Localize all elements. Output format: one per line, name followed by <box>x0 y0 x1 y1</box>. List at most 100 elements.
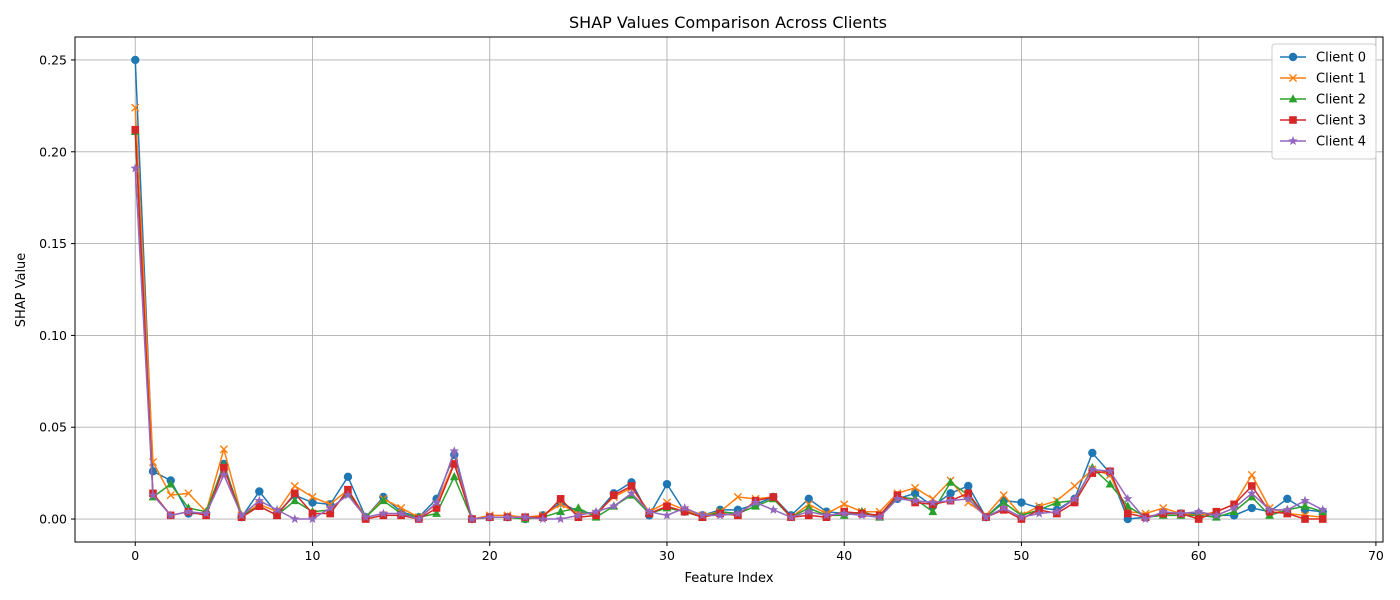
data-point <box>626 488 637 498</box>
data-point <box>236 510 247 520</box>
data-point <box>663 502 671 510</box>
data-point <box>183 506 194 516</box>
data-point <box>290 481 299 491</box>
data-point <box>449 472 459 481</box>
series-line <box>134 131 1323 520</box>
data-point <box>1123 509 1132 518</box>
data-point <box>804 511 813 520</box>
data-point <box>308 492 317 502</box>
plot-frame <box>74 36 1384 543</box>
data-point <box>804 494 813 504</box>
data-point <box>343 472 353 482</box>
legend-item: Client 1 <box>1280 72 1366 87</box>
data-point <box>1016 512 1027 522</box>
x-axis-title: Feature Index <box>684 571 773 586</box>
series-client-4 <box>130 163 1328 524</box>
data-point <box>1140 514 1151 524</box>
data-point <box>396 508 406 518</box>
data-point <box>1088 469 1097 477</box>
series-layer <box>130 55 1328 524</box>
data-point <box>963 493 974 503</box>
data-point <box>1301 515 1309 523</box>
y-tick-label: 0.20 <box>39 144 67 159</box>
data-point <box>344 485 352 494</box>
data-point <box>272 504 282 514</box>
data-point <box>325 503 335 513</box>
data-point <box>928 506 938 516</box>
x-tick-label: 60 <box>1191 548 1207 563</box>
data-point <box>148 490 158 500</box>
data-point <box>1318 515 1327 523</box>
data-point <box>999 497 1009 506</box>
data-point <box>1052 497 1062 506</box>
data-point <box>219 469 229 480</box>
data-point <box>768 504 779 514</box>
data-point <box>769 493 778 501</box>
legend-label: Client 0 <box>1316 51 1366 66</box>
data-point <box>573 510 584 520</box>
data-point <box>964 489 973 498</box>
x-tick-label: 0 <box>131 548 139 563</box>
data-point <box>1193 506 1204 516</box>
x-tick-label: 30 <box>659 548 675 563</box>
data-point <box>273 511 281 520</box>
data-point <box>432 504 441 512</box>
data-point <box>165 510 176 520</box>
series-line <box>134 59 1323 520</box>
data-point <box>750 497 761 507</box>
data-point <box>786 512 796 522</box>
data-point <box>555 514 566 524</box>
data-point <box>910 489 920 498</box>
data-point <box>751 501 760 510</box>
data-point <box>1105 479 1115 488</box>
data-point <box>290 495 300 505</box>
x-tick-label: 50 <box>1013 548 1029 563</box>
legend: Client 0 Client 1 Client 2 Client 3 Client 4 <box>1271 43 1377 160</box>
legend-label: Client 4 <box>1316 135 1366 150</box>
y-tick-label: 0.10 <box>39 328 67 343</box>
data-point <box>1229 506 1239 516</box>
data-point <box>981 512 991 522</box>
data-point <box>131 103 140 112</box>
data-point <box>999 491 1008 500</box>
data-point <box>1194 515 1203 523</box>
data-point <box>609 491 618 499</box>
data-point <box>697 510 708 520</box>
data-point <box>326 509 335 518</box>
data-point <box>1247 470 1256 480</box>
data-point <box>1176 508 1186 518</box>
data-point <box>680 507 689 516</box>
data-point <box>290 489 299 498</box>
series-client-0 <box>131 55 1327 524</box>
data-point <box>1070 481 1079 491</box>
data-point <box>450 460 459 468</box>
legend-marker <box>1288 94 1298 103</box>
data-point <box>343 490 353 500</box>
legend-marker <box>1289 116 1297 124</box>
data-point <box>840 500 849 509</box>
data-point <box>131 125 140 134</box>
y-tick-label: 0.05 <box>39 420 67 435</box>
y-tick-label: 0.00 <box>39 512 67 527</box>
data-point <box>467 514 477 524</box>
x-tick-label: 20 <box>482 548 498 563</box>
data-point <box>1248 482 1256 490</box>
series-line <box>134 129 1323 520</box>
data-point <box>591 506 601 516</box>
data-point <box>1247 492 1257 501</box>
data-point <box>484 512 495 522</box>
x-tick-label: 70 <box>1368 548 1384 563</box>
data-point <box>662 510 672 520</box>
data-point <box>627 482 636 490</box>
data-point <box>520 512 530 522</box>
data-point <box>804 506 814 516</box>
x-tick-label: 10 <box>305 548 321 563</box>
legend-label: Client 2 <box>1316 93 1366 108</box>
data-point <box>1283 494 1292 504</box>
data-point <box>1247 488 1257 498</box>
data-point <box>874 512 885 522</box>
legend-box <box>1271 43 1377 160</box>
data-point <box>378 508 389 518</box>
data-point <box>733 492 742 502</box>
series-client-2 <box>130 126 1328 523</box>
